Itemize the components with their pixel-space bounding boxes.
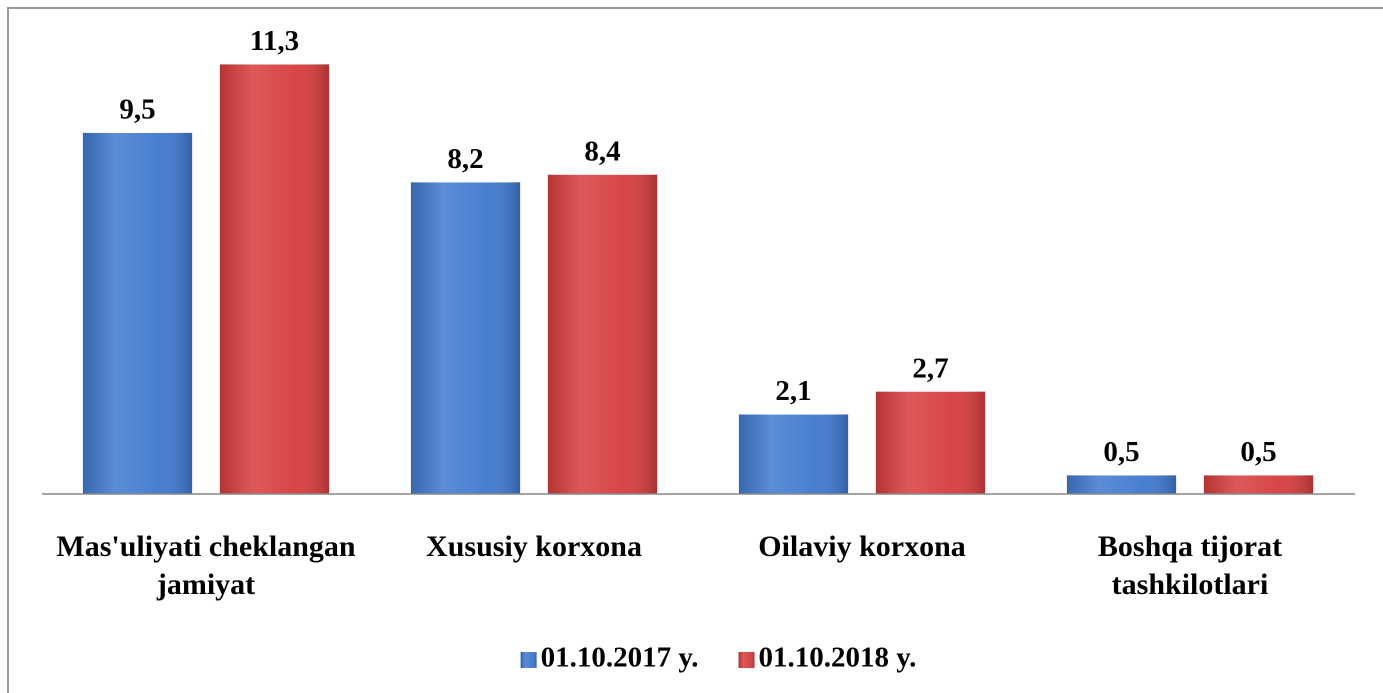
x-tick-label: Oilaviy korxona [758,530,966,563]
data-label: 2,1 [775,375,811,407]
legend-swatch-shine [738,652,755,668]
bar-shine [738,414,849,494]
bar-shine [547,174,658,494]
x-tick-label: Mas'uliyati cheklangan jamiyat [56,530,356,601]
data-label: 8,2 [447,143,483,175]
frame [7,7,1383,693]
data-label: 2,7 [912,352,948,384]
data-label: 11,3 [250,25,299,57]
data-label: 8,4 [584,135,620,167]
bar-shine [219,64,330,494]
bar-shine [1203,474,1314,494]
legend-swatch-shine [520,652,537,668]
bar-shine [410,181,521,494]
bar-shine [1066,474,1177,494]
data-label: 0,5 [1240,436,1276,468]
data-label: 0,5 [1103,436,1139,468]
x-tick-label: Boshqa tijorat tashkilotlari [1097,530,1283,601]
data-label: 9,5 [119,93,155,125]
x-tick-label: Xususiy korxona [426,530,642,563]
legend-label: 01.10.2017 y. [541,642,699,674]
bar-shine [82,132,193,494]
bar-shine [875,391,986,494]
legend-label: 01.10.2018 y. [759,642,917,674]
